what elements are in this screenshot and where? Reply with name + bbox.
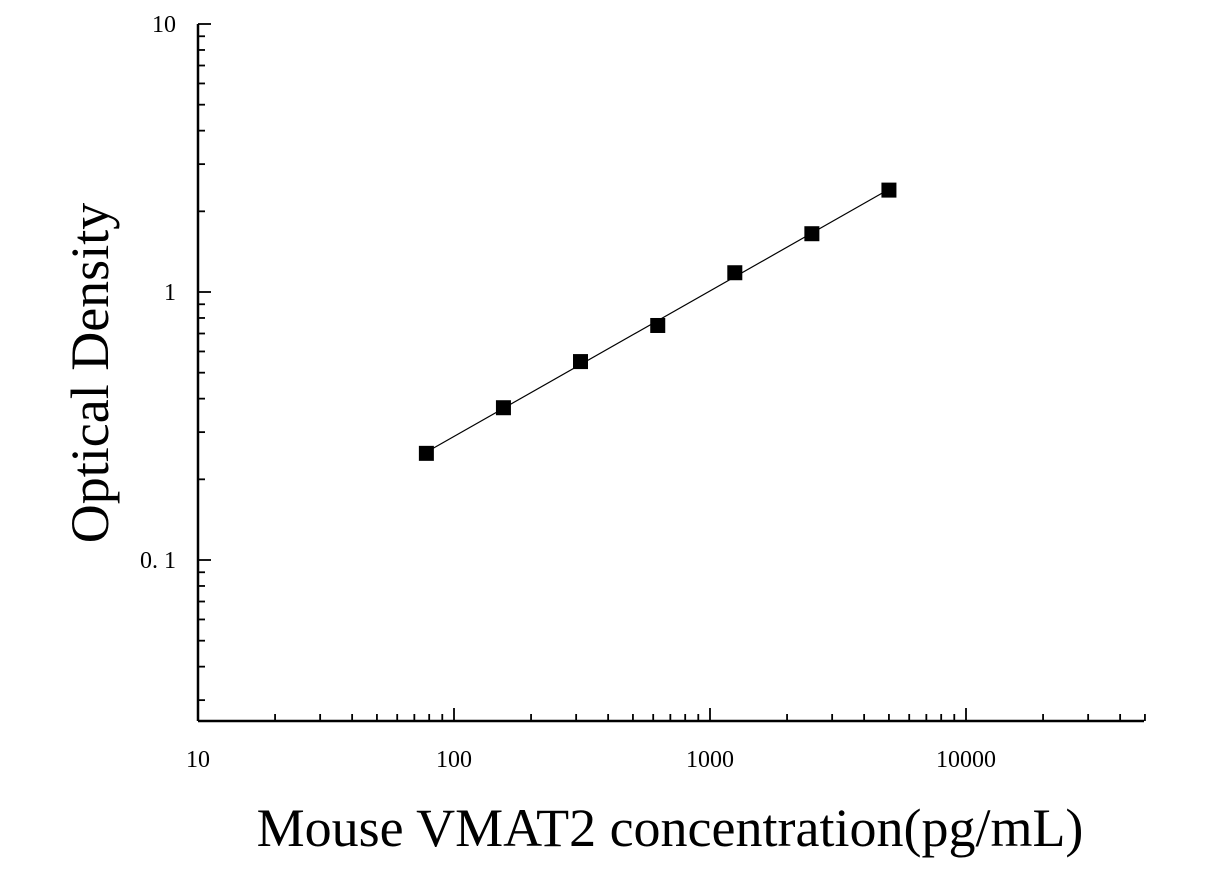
y-tick-label: 10	[152, 12, 176, 38]
data-point	[418, 445, 434, 461]
data-point	[727, 265, 743, 281]
x-tick-label: 10	[186, 747, 210, 773]
x-tick-label: 10000	[936, 747, 996, 773]
x-tick-label: 100	[436, 747, 472, 773]
y-axis-title: Optical Density	[60, 203, 120, 543]
data-point	[650, 317, 666, 333]
data-point	[573, 354, 589, 370]
x-axis-tick-labels: 10 100 1000 10000	[186, 747, 996, 773]
y-tick-label: 0. 1	[140, 548, 176, 574]
axes	[196, 24, 1144, 723]
x-axis-title: Mouse VMAT2 concentration(pg/mL)	[257, 798, 1084, 858]
y-axis-ticks	[198, 23, 211, 702]
y-axis-tick-labels: 0. 1 1 10	[140, 12, 176, 574]
x-axis-ticks	[197, 708, 1146, 721]
y-tick-label: 1	[164, 280, 176, 306]
x-tick-label: 1000	[686, 747, 734, 773]
data-point	[804, 226, 820, 242]
data-point	[495, 400, 511, 416]
data-point	[881, 182, 897, 198]
data-points	[418, 182, 897, 461]
